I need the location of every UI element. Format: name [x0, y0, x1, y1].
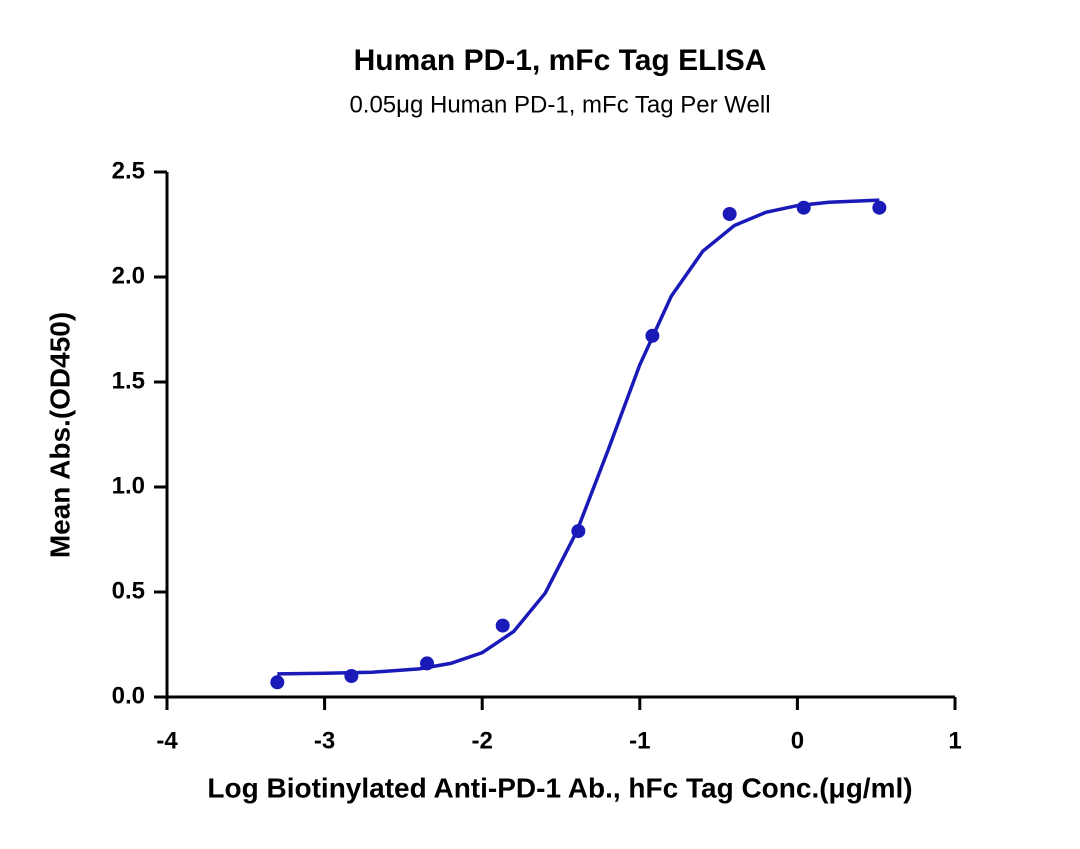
x-tick-label: -3	[314, 727, 335, 754]
chart-subtitle: 0.05μg Human PD-1, mFc Tag Per Well	[349, 91, 770, 118]
x-tick-label: -1	[629, 727, 650, 754]
data-point	[722, 207, 737, 221]
y-tick-label: 2.5	[112, 157, 145, 184]
y-tick-label: 2.0	[112, 262, 145, 289]
chart-title: Human PD-1, mFc Tag ELISA	[354, 44, 767, 77]
y-tick-label: 0.0	[112, 682, 145, 709]
y-tick-label: 0.5	[112, 577, 145, 604]
x-axis-label: Log Biotinylated Anti-PD-1 Ab., hFc Tag …	[207, 772, 912, 803]
y-tick-label: 1.0	[112, 472, 145, 499]
x-tick-label: -4	[156, 727, 178, 754]
x-tick-label: -2	[472, 727, 493, 754]
y-axis-label: Mean Abs.(OD450)	[44, 312, 75, 558]
data-point	[270, 675, 285, 690]
fit-curve	[277, 198, 880, 676]
data-point	[872, 200, 887, 215]
y-tick-label: 1.5	[112, 367, 145, 394]
x-tick-label: 1	[948, 727, 961, 754]
x-tick-label: 0	[791, 727, 804, 754]
data-point	[495, 618, 510, 633]
